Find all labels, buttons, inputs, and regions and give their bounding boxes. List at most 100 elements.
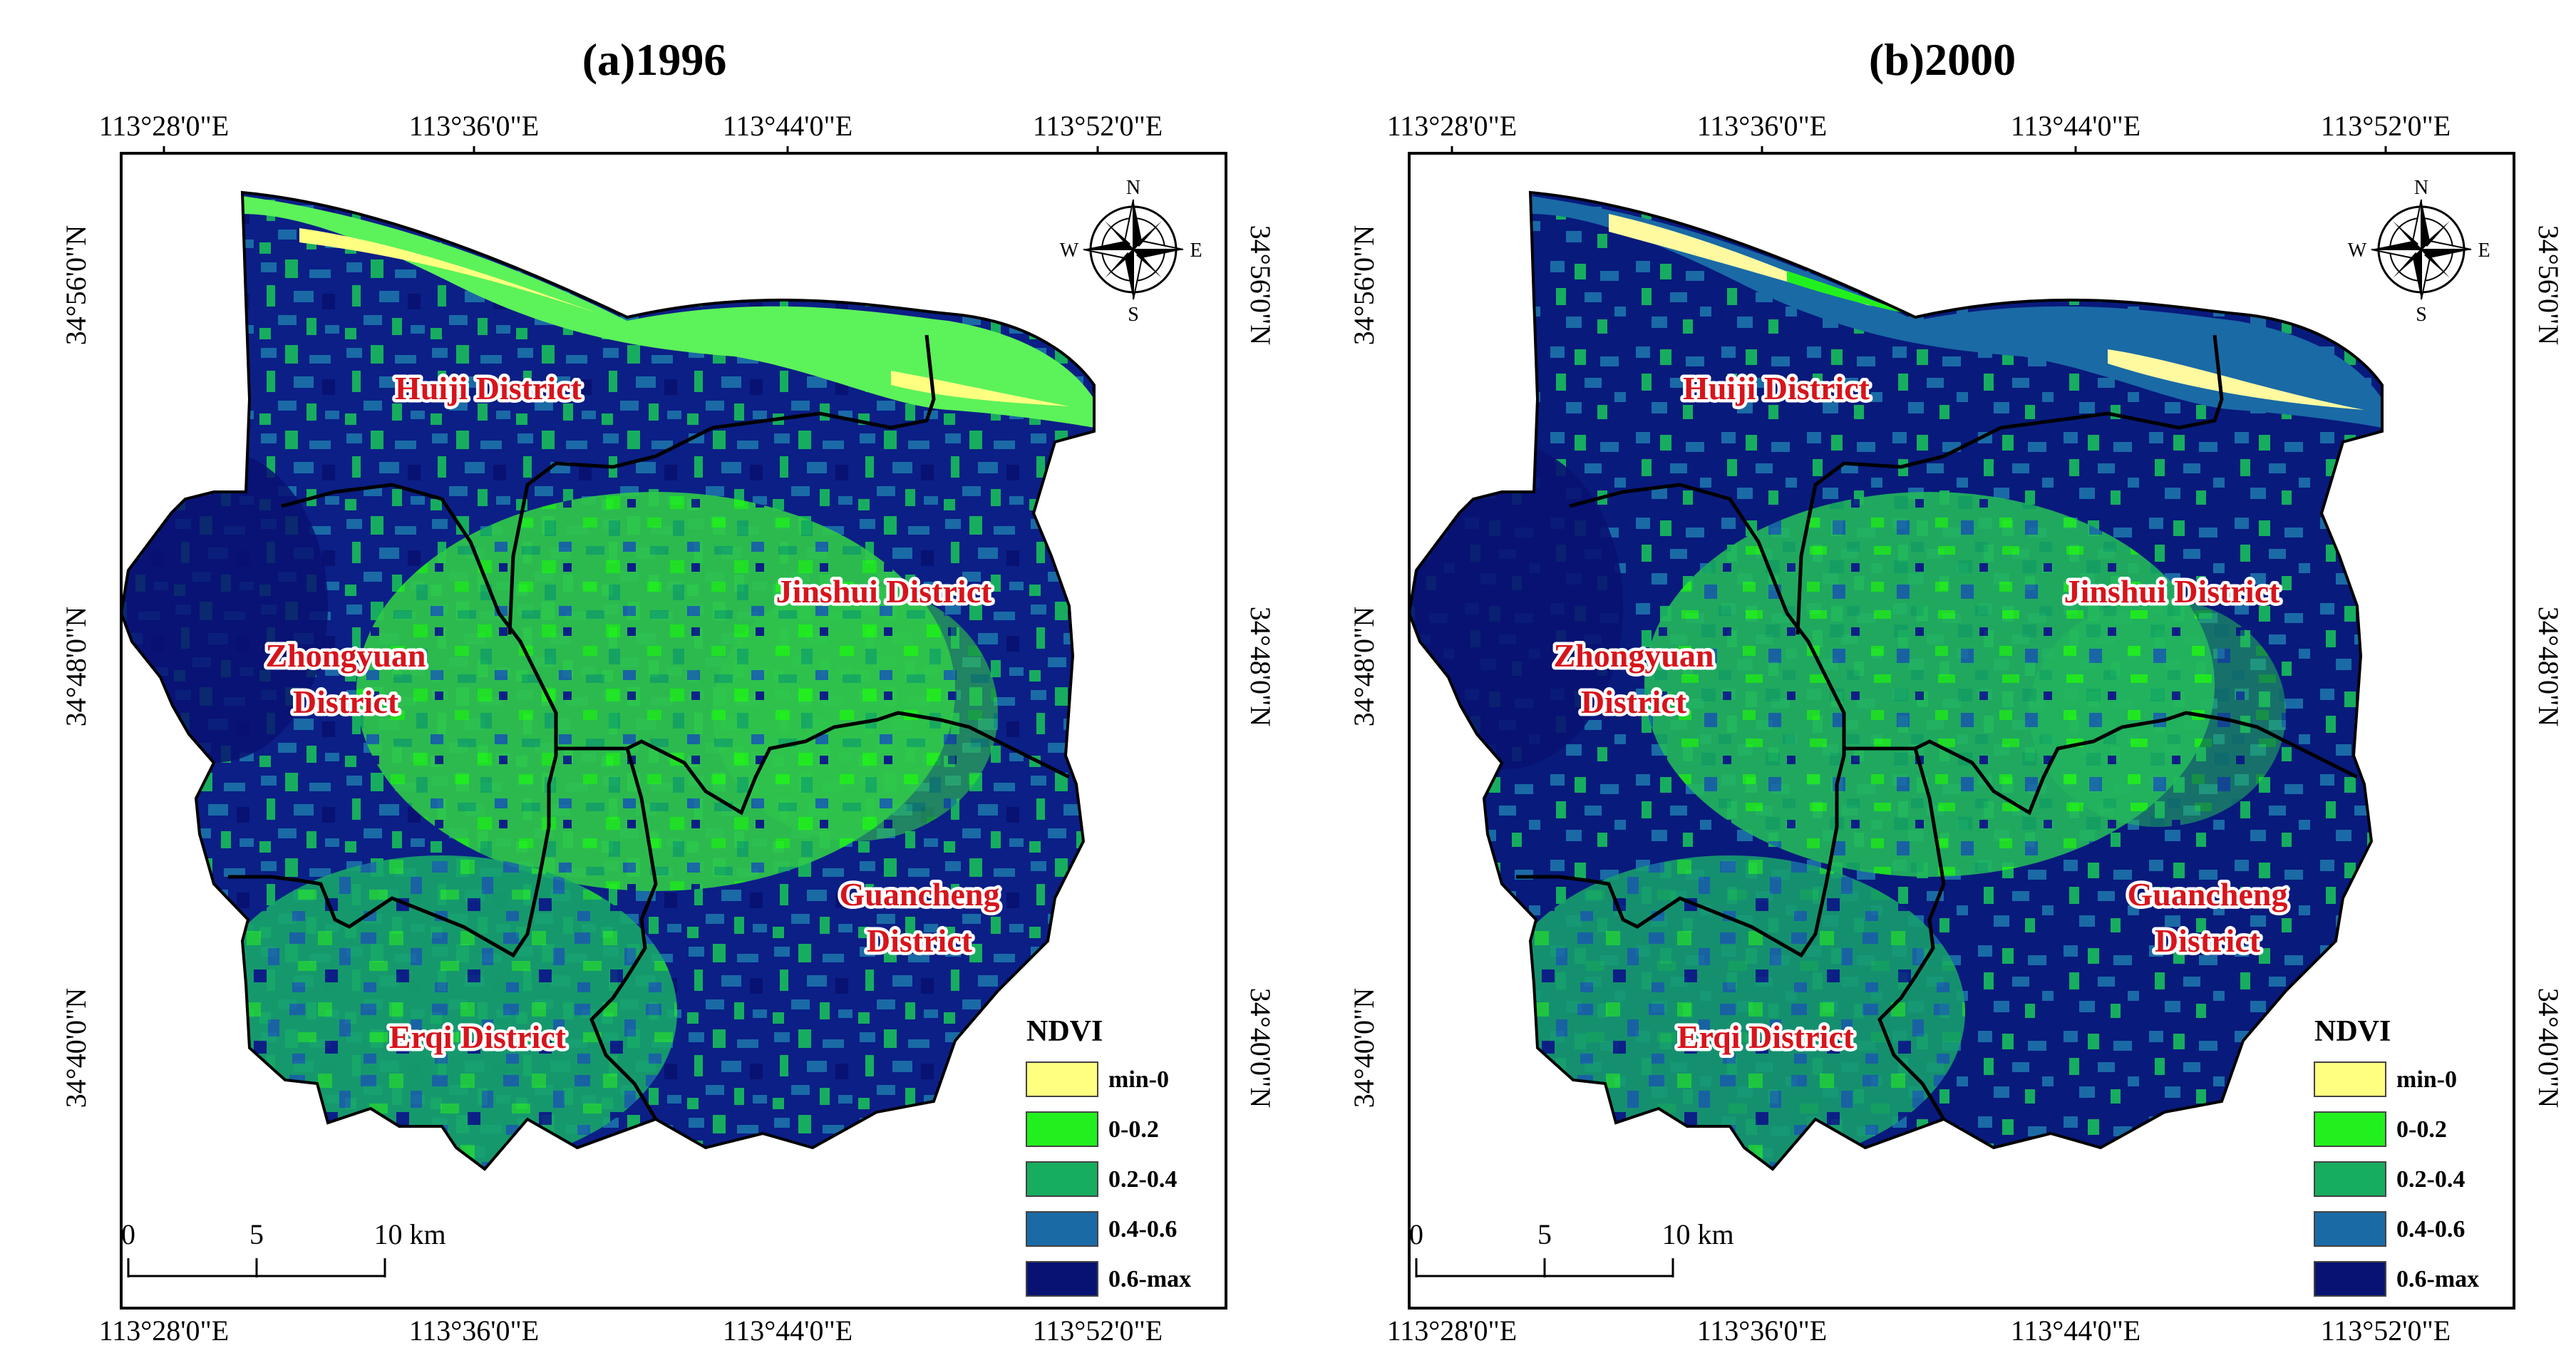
top-lon-ticks: 113°28'0"E 113°36'0"E 113°44'0"E 113°52'… [1387,110,2451,153]
legend-swatch [2314,1161,2386,1197]
compass-e: E [2478,240,2490,262]
city-boundary [119,190,1096,1171]
lat-tick-label: 34°48'0"N [60,607,92,726]
compass-w: W [1060,240,1079,262]
lat-tick-label: 34°48'0"N [1245,607,1277,726]
legend-label: 0.2-0.4 [2396,1166,2465,1193]
scale-label: 10 km [373,1218,445,1250]
lat-tick-label: 34°56'0"N [60,225,92,345]
district-labels: Huiji District Jinshui District Zhongyua… [262,367,1003,1059]
top-lon-ticks: 113°28'0"E 113°36'0"E 113°44'0"E 113°52'… [99,110,1163,153]
district-label-zhongyuan: District [293,684,399,720]
compass-rose-icon: N S E W [2348,177,2490,326]
lon-tick-label: 113°36'0"E [409,110,539,142]
bottom-lon-ticks: 113°28'0"E 113°36'0"E 113°44'0"E 113°52'… [99,1315,1163,1347]
lon-tick-label: 113°52'0"E [2321,110,2451,142]
legend-label: 0.6-max [2396,1266,2479,1292]
district-label-guancheng: District [2155,922,2261,959]
scale-bar: 0 5 10 km [121,1218,446,1277]
lat-tick-label: 34°40'0"N [1245,988,1277,1108]
district-boundaries [228,334,1071,1121]
compass-s: S [2416,304,2427,326]
scale-bar: 0 5 10 km [1409,1218,1734,1277]
map-panel-2000: (b)2000 113°28'0"E 113°36'0"E 113°44'0"E… [1288,0,2576,1363]
lon-tick-label: 113°36'0"E [409,1315,539,1347]
compass-e: E [1190,240,1202,262]
district-label-huiji: Huiji District [395,370,582,406]
left-lat-ticks: 34°56'0"N 34°48'0"N 34°40'0"N [60,225,92,1108]
right-lat-ticks: 34°56'0"N 34°48'0"N 34°40'0"N [2533,225,2565,1108]
legend-swatch [2314,1261,2386,1297]
legend-swatch [1026,1161,1098,1197]
district-label-jinshui: Jinshui District [2064,573,2281,610]
lon-tick-label: 113°28'0"E [1387,110,1517,142]
bottom-lon-ticks: 113°28'0"E 113°36'0"E 113°44'0"E 113°52'… [1387,1315,2451,1347]
legend-label: 0.4-0.6 [2396,1216,2465,1243]
legend-label: 0.6-max [1108,1266,1191,1292]
scale-label: 0 [121,1218,135,1250]
lat-tick-label: 34°48'0"N [1348,607,1380,726]
lon-tick-label: 113°52'0"E [2321,1315,2451,1347]
lat-tick-label: 34°40'0"N [1348,988,1380,1108]
scale-label: 5 [1537,1218,1552,1250]
district-label-guancheng: District [867,922,973,959]
panel-title: (a)1996 [582,34,727,85]
map-panel-1996: (a)1996 113°28'0"E 113°36'0"E 113°44'0"E… [60,34,1277,1347]
panel-title: (b)2000 [1869,34,2016,85]
district-labels: Huiji District Jinshui District Zhongyua… [1550,367,2291,1059]
legend-label: 0-0.2 [1108,1116,1159,1143]
compass-w: W [2348,240,2367,262]
lon-tick-label: 113°44'0"E [2011,110,2140,142]
lon-tick-label: 113°28'0"E [99,110,229,142]
lon-tick-label: 113°52'0"E [1033,1315,1163,1347]
left-lat-ticks: 34°56'0"N 34°48'0"N 34°40'0"N [1348,225,1380,1108]
compass-n: N [1126,177,1140,199]
city-boundary [1407,190,2384,1171]
lat-tick-label: 34°56'0"N [1245,225,1277,345]
legend-swatch [1026,1061,1098,1097]
lon-tick-label: 113°44'0"E [723,110,852,142]
district-label-guancheng: Guancheng [2128,876,2288,912]
lat-tick-label: 34°48'0"N [2533,607,2565,726]
scale-label: 0 [1409,1218,1423,1250]
district-label-jinshui: Jinshui District [776,573,993,610]
legend-swatch [1026,1111,1098,1147]
district-label-erqi: Erqi District [1677,1019,1855,1055]
ndvi-legend: NDVI min-0 0-0.2 0.2-0.4 0.4-0.6 0.6-max [2314,1015,2479,1297]
compass-n: N [2414,177,2428,199]
district-label-zhongyuan: Zhongyuan [1553,637,1714,674]
lon-tick-label: 113°28'0"E [1387,1315,1517,1347]
lon-tick-label: 113°36'0"E [1697,1315,1827,1347]
lon-tick-label: 113°28'0"E [99,1315,229,1347]
compass-s: S [1128,304,1139,326]
legend-label: 0.4-0.6 [1108,1216,1177,1243]
legend-swatch [2314,1111,2386,1147]
district-boundaries [1516,334,2359,1121]
district-label-erqi: Erqi District [389,1019,567,1055]
lon-tick-label: 113°44'0"E [2011,1315,2140,1347]
scale-label: 10 km [1661,1218,1733,1250]
legend-title: NDVI [1026,1015,1103,1048]
district-label-zhongyuan: Zhongyuan [265,637,426,674]
district-label-huiji: Huiji District [1683,370,1870,406]
legend-label: 0-0.2 [2396,1116,2447,1143]
district-label-zhongyuan: District [1581,684,1687,720]
lon-tick-label: 113°36'0"E [1697,110,1827,142]
right-lat-ticks: 34°56'0"N 34°48'0"N 34°40'0"N [1245,225,1277,1108]
ndvi-legend: NDVI min-0 0-0.2 0.2-0.4 0.4-0.6 0.6-max [1026,1015,1191,1297]
ndvi-raster [1409,192,2382,1169]
legend-label: 0.2-0.4 [1108,1166,1177,1193]
legend-swatch [2314,1211,2386,1247]
legend-swatch [1026,1211,1098,1247]
legend-swatch [1026,1261,1098,1297]
scale-label: 5 [249,1218,264,1250]
lat-tick-label: 34°56'0"N [1348,225,1380,345]
lon-tick-label: 113°44'0"E [723,1315,852,1347]
legend-title: NDVI [2314,1015,2391,1048]
legend-label: min-0 [1108,1066,1169,1093]
legend-label: min-0 [2396,1066,2457,1093]
legend-swatch [2314,1061,2386,1097]
lon-tick-label: 113°52'0"E [1033,110,1163,142]
lat-tick-label: 34°56'0"N [2533,225,2565,345]
district-label-guancheng: Guancheng [840,876,1000,912]
